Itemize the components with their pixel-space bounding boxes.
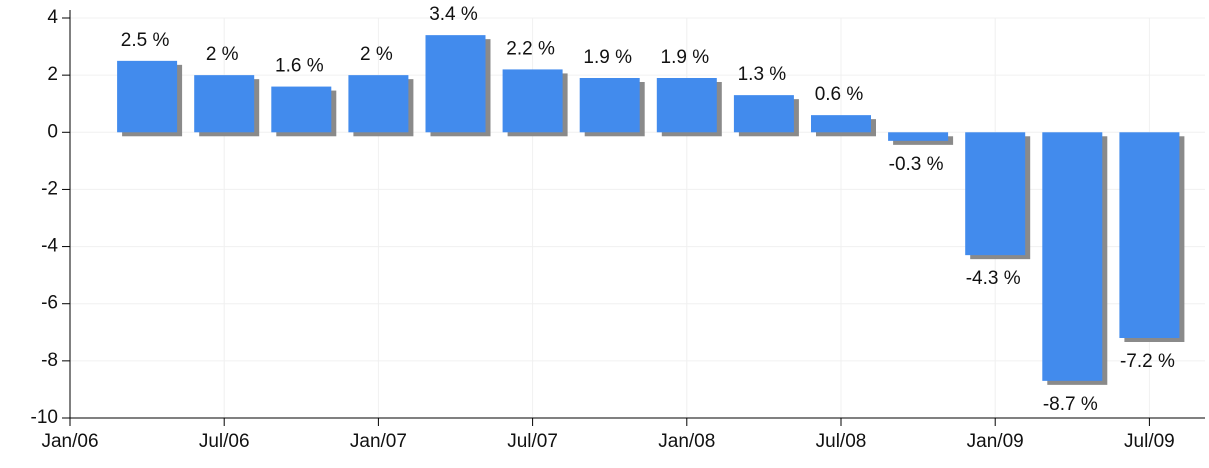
x-tick-label: Jan/08	[658, 431, 715, 452]
x-tick-label: Jul/09	[1124, 431, 1175, 452]
bar	[348, 75, 409, 133]
x-tick-label: Jul/07	[507, 431, 558, 452]
bar	[271, 86, 332, 133]
bar	[579, 78, 640, 133]
y-tick-label: -8	[41, 350, 58, 371]
bar	[656, 78, 717, 133]
bar	[1042, 132, 1103, 381]
value-label: 2 %	[206, 44, 239, 65]
value-label: 0.6 %	[815, 84, 864, 105]
value-label: 1.9 %	[661, 47, 710, 68]
y-tick-label: -2	[41, 178, 58, 199]
bar	[1119, 132, 1180, 338]
y-tick-label: -4	[41, 236, 58, 257]
value-label: 2.5 %	[121, 30, 170, 51]
bar	[502, 69, 563, 133]
y-tick-label: -6	[41, 293, 58, 314]
x-tick-label: Jan/09	[967, 431, 1024, 452]
bar	[965, 132, 1026, 256]
value-label: -8.7 %	[1043, 394, 1098, 415]
value-label: 1.6 %	[275, 56, 324, 77]
bar	[194, 75, 255, 133]
x-tick-label: Jan/07	[350, 431, 407, 452]
bar	[117, 60, 178, 133]
value-label: 2 %	[360, 44, 393, 65]
y-tick-label: 2	[47, 64, 58, 85]
value-label: -7.2 %	[1120, 351, 1175, 372]
x-tick-label: Jul/06	[199, 431, 250, 452]
x-tick-label: Jan/06	[41, 431, 98, 452]
bar	[733, 95, 794, 133]
y-tick-label: 0	[47, 121, 58, 142]
value-label: -0.3 %	[889, 154, 944, 175]
value-label: 3.4 %	[429, 4, 478, 25]
value-label: 1.9 %	[583, 47, 632, 68]
bar	[811, 115, 871, 133]
value-label: -4.3 %	[966, 268, 1021, 289]
x-tick-label: Jul/08	[816, 431, 867, 452]
value-label: 2.2 %	[506, 38, 555, 59]
bar	[425, 35, 486, 133]
bar	[888, 132, 949, 141]
y-tick-label: -10	[31, 407, 58, 428]
value-label: 1.3 %	[738, 64, 787, 85]
y-tick-label: 4	[47, 7, 58, 28]
